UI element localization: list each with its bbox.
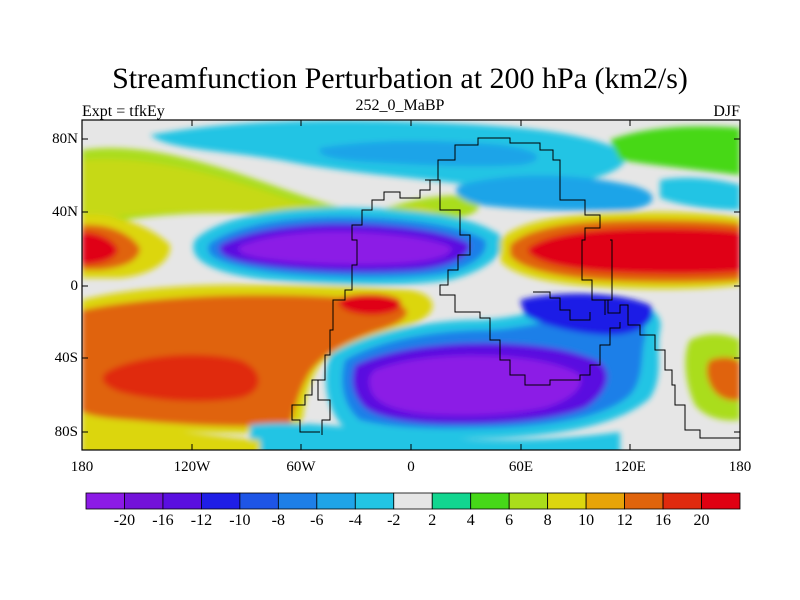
- lat-tick-0: 0: [70, 278, 79, 294]
- southeast-positive-core: [706, 357, 740, 401]
- equatorial-negative-core: [238, 231, 452, 265]
- northeast-positive: [610, 126, 740, 175]
- colorbar-label: -8: [271, 512, 285, 529]
- lon-tick-60w: 60W: [286, 459, 316, 475]
- colorbar-swatch: [701, 492, 741, 510]
- season-label: DJF: [713, 103, 740, 120]
- colorbar-label: -12: [190, 512, 213, 529]
- lat-tick-marks: [82, 138, 740, 433]
- colorbar-swatch: [162, 492, 202, 510]
- colorbar-swatch: [124, 492, 164, 510]
- colorbar-label: 2: [428, 512, 437, 529]
- lat-tick-40s: 40S: [54, 350, 78, 366]
- arctic-negative-core: [319, 140, 538, 167]
- colorbar-label: 6: [505, 512, 514, 529]
- lon-tick-120w: 120W: [173, 459, 211, 475]
- southwest-positive-core: [102, 354, 259, 402]
- colorbar-swatch: [201, 492, 241, 510]
- colorbar-label: -4: [348, 512, 362, 529]
- colorbar-swatch: [316, 492, 356, 510]
- colorbar-label: -2: [387, 512, 401, 529]
- plot-title: Streamfunction Perturbation at 200 hPa (…: [112, 62, 688, 95]
- lon-tick-marks: [81, 120, 741, 450]
- colorbar-label: 12: [616, 512, 633, 529]
- west-positive-core: [82, 232, 118, 265]
- lat-tick-80n: 80N: [52, 131, 78, 147]
- lon-tick-60e: 60E: [508, 459, 534, 475]
- colorbar-swatch: [393, 492, 433, 510]
- colorbar-swatch: [508, 492, 549, 510]
- northeast-negative: [660, 177, 740, 210]
- colorbar-label: -6: [310, 512, 324, 529]
- colorbar-label: 10: [578, 512, 595, 529]
- experiment-label: Expt = tfkEy: [82, 103, 165, 120]
- colorbar-swatch: [585, 492, 625, 510]
- small-positive-core: [339, 294, 401, 315]
- colorbar: [85, 492, 741, 510]
- lat-tick-80s: 80S: [54, 424, 78, 440]
- colorbar-label: -16: [152, 512, 174, 529]
- continent-outline: [291, 137, 740, 439]
- south-polar-positive-west: [82, 420, 260, 450]
- south-negative-core: [369, 355, 581, 416]
- colorbar-swatch: [431, 492, 472, 510]
- colorbar-label: 4: [466, 512, 475, 529]
- lon-tick-180w: 180: [70, 459, 94, 475]
- contour-field: [82, 120, 740, 450]
- colorbar-label: 20: [693, 512, 710, 529]
- colorbar-swatch: [354, 492, 395, 510]
- eastern-negative-core: [520, 293, 653, 335]
- lon-tick-0: 0: [407, 459, 415, 475]
- colorbar-label: -20: [113, 512, 136, 529]
- colorbar-swatch: [277, 492, 318, 510]
- lon-tick-180e: 180: [728, 459, 752, 475]
- case-label: 252_0_MaBP: [355, 97, 445, 114]
- colorbar-swatch: [624, 492, 664, 510]
- north-positive-core: [82, 159, 440, 222]
- central-asia-negative: [456, 175, 653, 211]
- colorbar-swatch: [662, 492, 702, 510]
- colorbar-label: -10: [229, 512, 251, 529]
- lon-tick-120e: 120E: [614, 459, 646, 475]
- colorbar-swatch: [85, 492, 125, 510]
- colorbar-swatch: [470, 492, 510, 510]
- colorbar-swatch: [239, 492, 279, 510]
- colorbar-swatch: [547, 492, 587, 510]
- colorbar-label: 16: [655, 512, 672, 529]
- colorbar-label: 8: [543, 512, 552, 529]
- south-polar-negative: [250, 423, 620, 450]
- east-positive-core: [528, 228, 740, 275]
- lat-tick-40n: 40N: [52, 204, 78, 220]
